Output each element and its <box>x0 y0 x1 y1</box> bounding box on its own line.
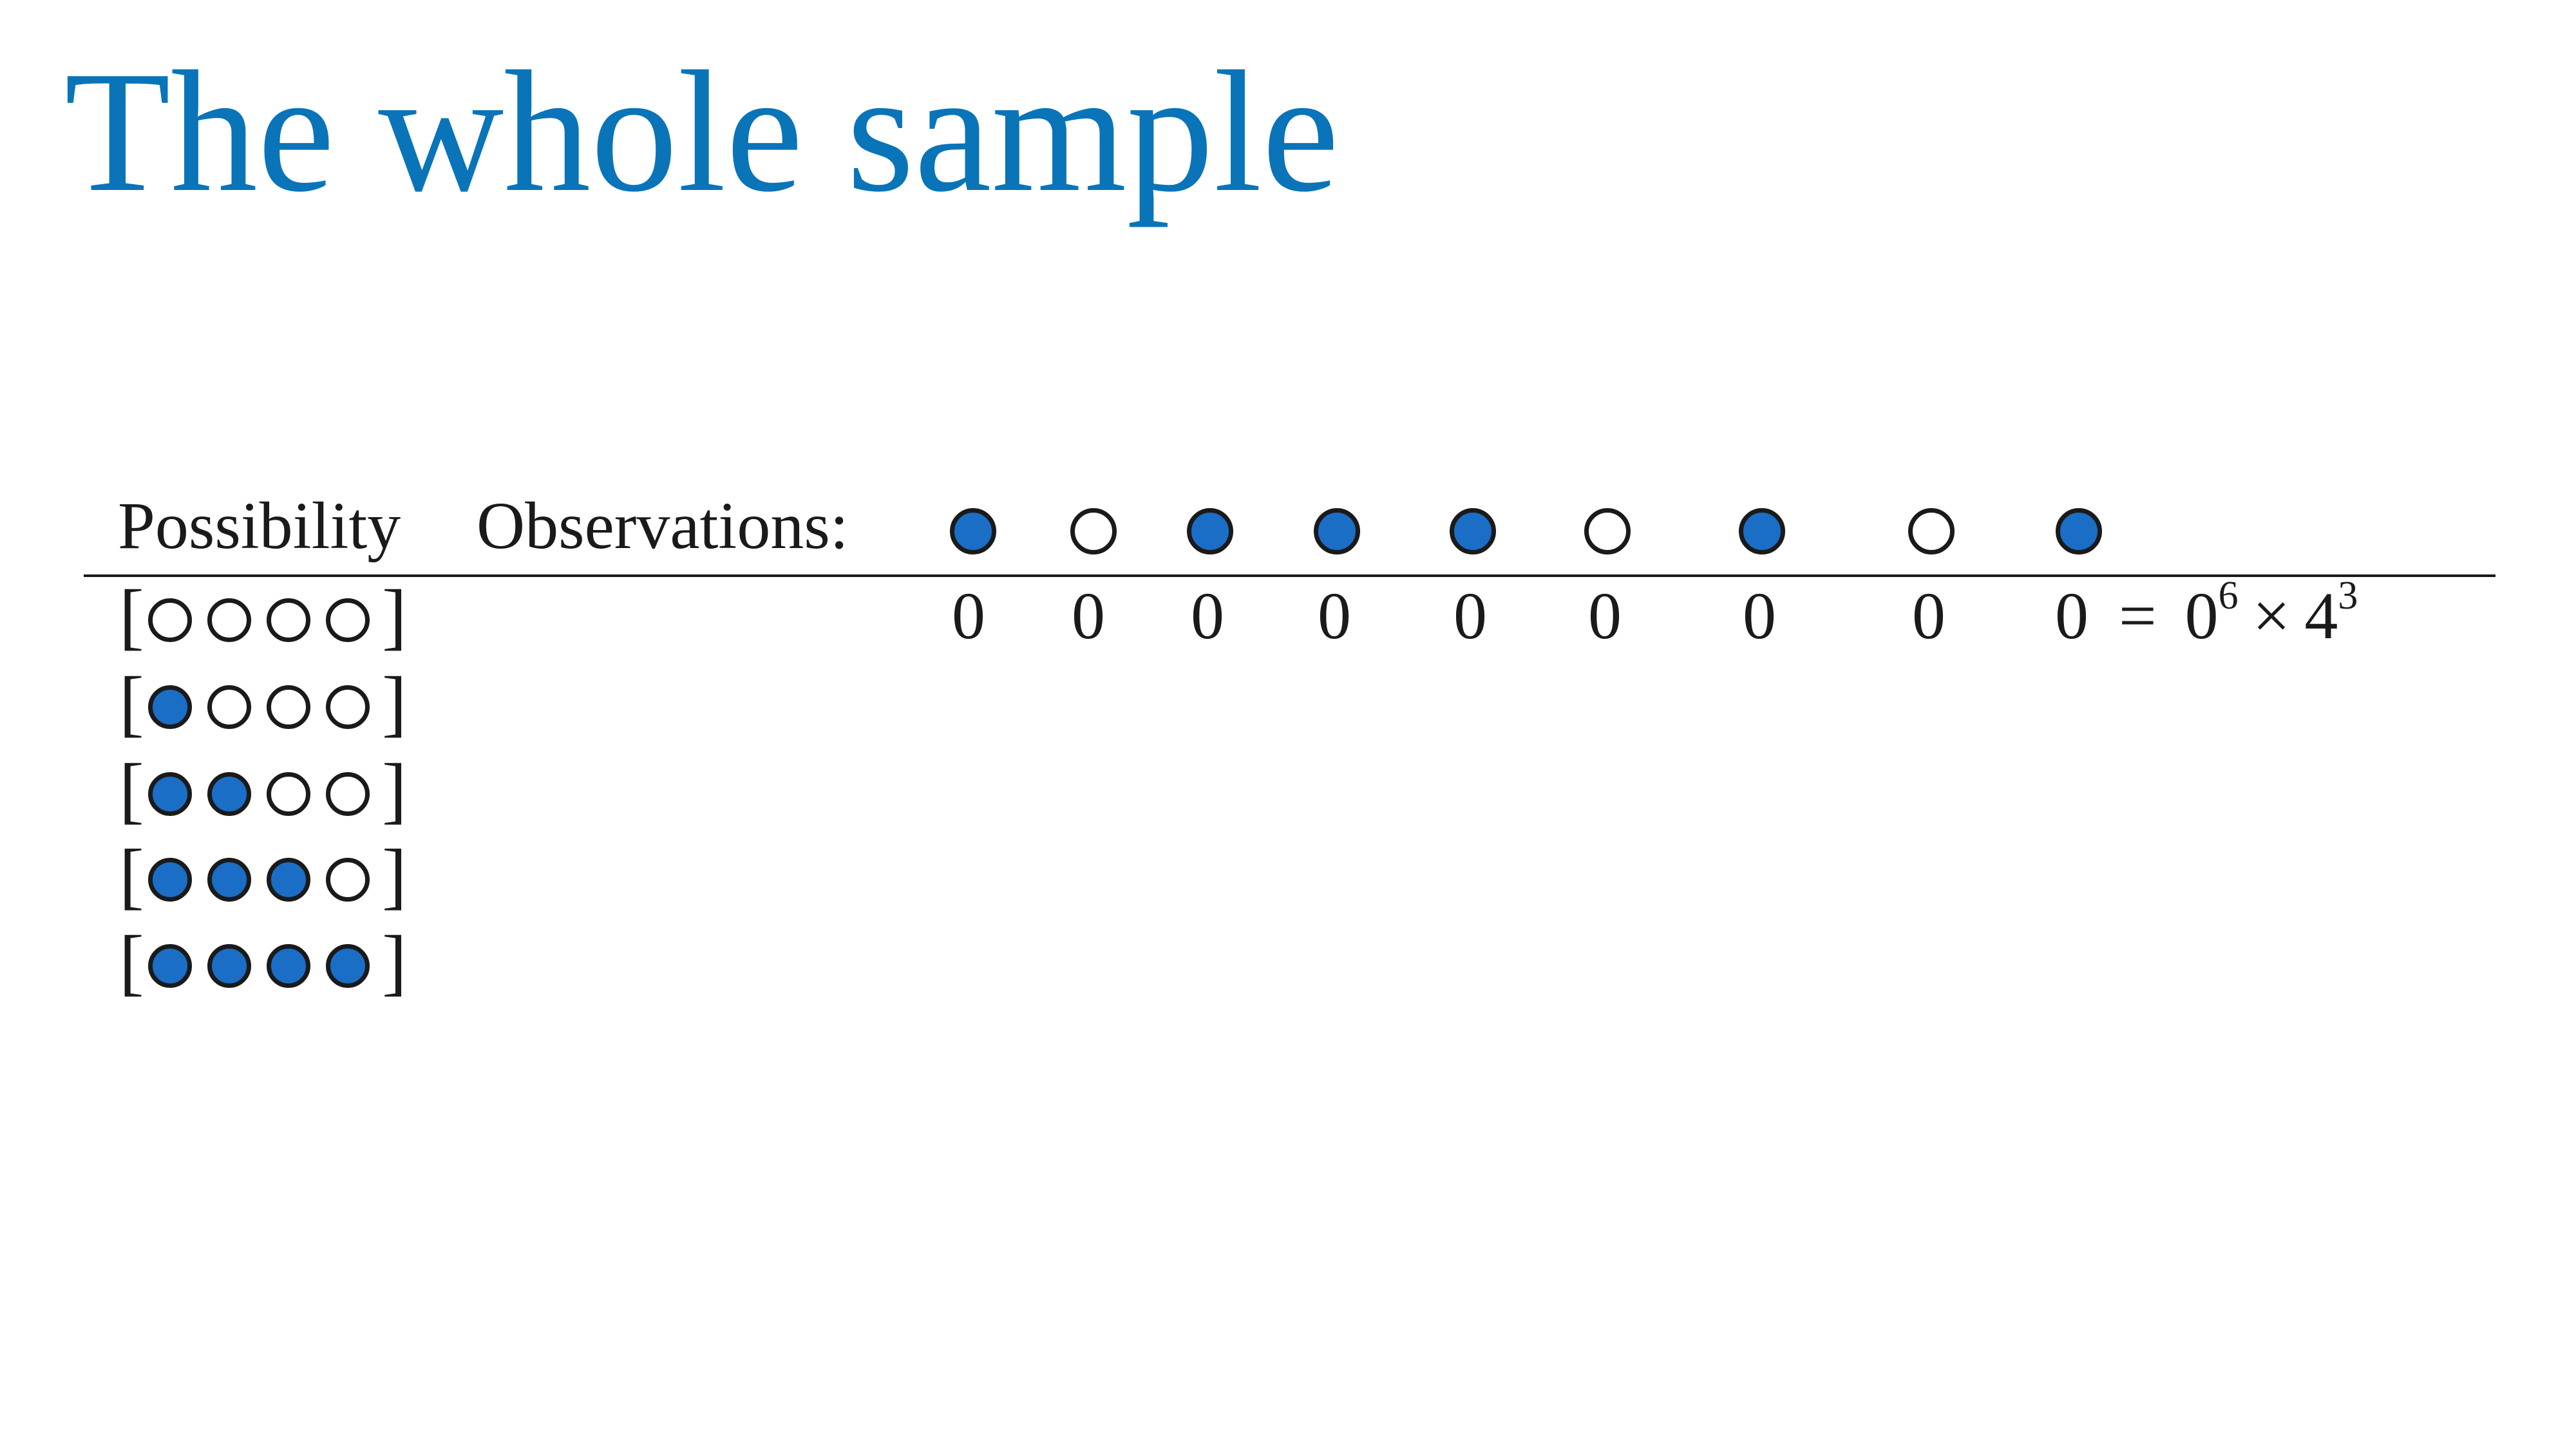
count-value: 0 <box>1191 579 1224 653</box>
bag-marble-white <box>326 685 370 729</box>
count-value: 0 <box>1454 579 1487 653</box>
open-bracket: [ <box>119 662 144 744</box>
bag-marble-blue <box>207 772 251 816</box>
close-bracket: ] <box>382 662 407 744</box>
table-rule <box>84 574 2496 577</box>
product-base-1: 0 <box>2184 579 2219 653</box>
slide-title: The whole sample <box>64 35 1340 228</box>
possibility-bag: [] <box>119 753 409 834</box>
open-bracket: [ <box>119 749 144 831</box>
open-bracket: [ <box>119 921 144 1003</box>
observation-marble-blue <box>1450 508 1496 554</box>
count-value: 0 <box>952 579 985 653</box>
bag-marble-white <box>207 598 251 642</box>
product-base-2: 4 <box>2304 579 2338 653</box>
count-value: 0 <box>1318 579 1351 653</box>
bag-marble-blue <box>148 858 192 902</box>
possibility-bag: [] <box>119 579 409 660</box>
observation-marble-blue <box>1739 508 1785 554</box>
close-bracket: ] <box>382 921 407 1003</box>
open-bracket: [ <box>119 575 144 658</box>
possibility-header: Possibility <box>118 489 401 563</box>
bag-marble-blue <box>207 944 251 988</box>
observation-marble-blue <box>1187 508 1233 554</box>
bag-marble-white <box>267 685 310 729</box>
bag-marble-white <box>326 598 370 642</box>
bag-marble-white <box>326 772 370 816</box>
bag-marble-white <box>267 598 310 642</box>
count-value: 0 <box>1588 579 1622 653</box>
observation-marble-white <box>1908 508 1955 554</box>
product-exponent-2: 3 <box>2338 574 2358 618</box>
possibility-bag: [] <box>119 838 409 920</box>
observation-marble-blue <box>1314 508 1360 554</box>
bag-marble-blue <box>207 858 251 902</box>
count-value: 0 <box>1072 579 1105 653</box>
possibility-bag: [] <box>119 666 409 747</box>
observation-marble-white <box>1584 508 1631 554</box>
product-times: × <box>2252 579 2291 653</box>
close-bracket: ] <box>382 835 407 917</box>
bag-marble-blue <box>148 944 192 988</box>
product-exponent-1: 6 <box>2218 574 2239 618</box>
possibility-bag: [] <box>119 925 409 1006</box>
observation-marble-white <box>1070 508 1117 554</box>
open-bracket: [ <box>119 835 144 917</box>
product-expression: = 06 × 43 <box>2119 576 2358 650</box>
bag-marble-blue <box>148 685 192 729</box>
bag-marble-white <box>207 685 251 729</box>
observation-marble-blue <box>950 508 996 554</box>
bag-marble-blue <box>326 944 370 988</box>
close-bracket: ] <box>382 749 407 831</box>
observations-header: Observations: <box>477 489 849 563</box>
close-bracket: ] <box>382 575 407 658</box>
bag-marble-blue <box>267 858 310 902</box>
count-value: 0 <box>2055 579 2088 653</box>
observation-marble-blue <box>2056 508 2102 554</box>
count-value: 0 <box>1743 579 1776 653</box>
product-equals: = <box>2119 579 2157 653</box>
bag-marble-white <box>326 858 370 902</box>
bag-marble-white <box>148 598 192 642</box>
bag-marble-white <box>267 772 310 816</box>
bag-marble-blue <box>148 772 192 816</box>
count-value: 0 <box>1912 579 1946 653</box>
bag-marble-blue <box>267 944 310 988</box>
